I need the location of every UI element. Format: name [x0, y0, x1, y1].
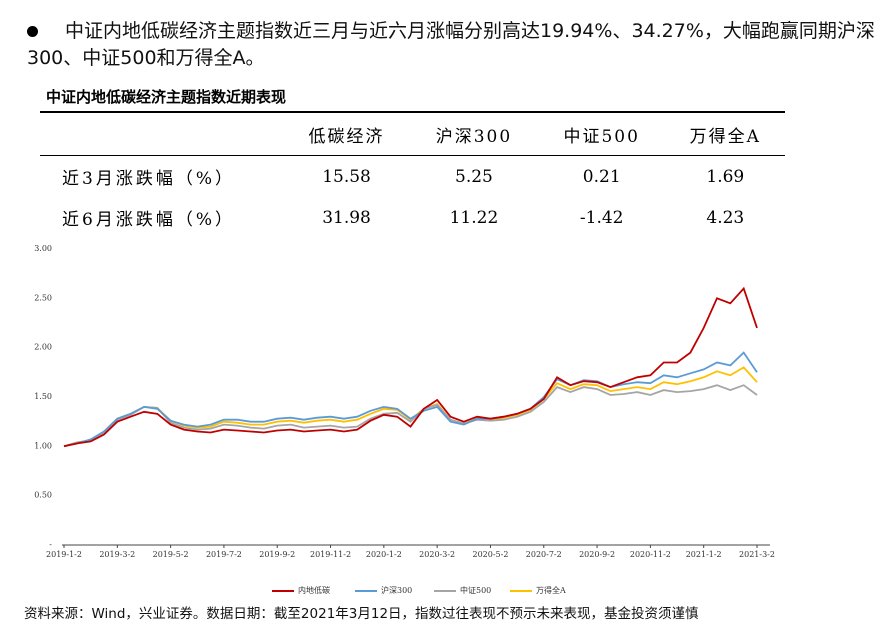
source: 资料来源：Wind，兴业证券。数据日期：截至2021年3月12日，指数过往表现不…	[24, 606, 699, 622]
y-tick-label: 2.00	[34, 343, 52, 352]
x-tick-label: 2019-3-2	[99, 550, 135, 559]
cell: 5.25	[455, 166, 493, 187]
cell: 4.23	[706, 207, 745, 228]
cell: 15.58	[322, 166, 371, 187]
column-header: 万得全A	[665, 111, 785, 156]
series-line	[63, 286, 758, 448]
legend-label: 内地低碳	[298, 585, 330, 595]
legend-label: 中证500	[460, 585, 491, 595]
legend-label: 万得全A	[536, 585, 566, 595]
x-tick-label: 2019-7-2	[206, 550, 242, 559]
y-tick-label: 2.50	[34, 293, 52, 302]
row-label: 近6月涨跌幅（%）	[62, 210, 235, 230]
x-tick-label: 2019-9-2	[259, 550, 295, 559]
series-line	[63, 351, 758, 448]
x-tick-label: 2021-3-2	[739, 550, 775, 559]
series-line	[63, 384, 758, 448]
bullet-dot	[27, 26, 38, 37]
x-tick-label: 2020-7-2	[526, 550, 562, 559]
cell: 11.22	[449, 207, 499, 228]
x-tick-label: 2021-1-2	[686, 550, 722, 559]
legend-label: 沪深300	[381, 585, 412, 595]
y-tick-label: 1.00	[34, 441, 52, 450]
y-tick-label: 1.50	[34, 392, 52, 401]
table-title: 中证内地低碳经济主题指数近期表现	[46, 88, 287, 106]
cell: 1.69	[706, 166, 745, 187]
column-header: 沪深300	[410, 111, 538, 156]
x-tick-label: 2019-11-2	[310, 550, 351, 559]
bullet-text: 中证内地低碳经济主题指数近三月与近六月涨幅分别高达19.94%、34.27%，大…	[27, 20, 875, 69]
corner	[40, 111, 283, 156]
x-tick-label: 2020-3-2	[419, 550, 455, 559]
cell: 0.21	[582, 166, 621, 187]
x-tick-label: 2020-11-2	[630, 550, 671, 559]
x-tick-label: 2019-5-2	[153, 550, 189, 559]
table-row: 近6月涨跌幅（%） 31.98 11.22 -1.42 4.23	[40, 197, 785, 238]
y-tick-label: 3.00	[34, 244, 52, 253]
x-tick-label: 2020-1-2	[366, 550, 402, 559]
x-tick-label: 2020-9-2	[579, 550, 615, 559]
y-tick-label: 0.50	[34, 491, 52, 500]
table: 低碳经济 沪深300 中证500 万得全A 近3月涨跌幅（%） 15.58 5.25 0.21…	[40, 111, 785, 238]
cell: 31.98	[322, 207, 371, 228]
chart: - 0.50 1.00 1.50 2.00 2.50 3.00 2019-1-2 2019-3-…	[34, 244, 775, 595]
series-line	[63, 366, 758, 448]
x-tick-label: 2019-1-2	[46, 550, 82, 559]
cell: -1.42	[579, 207, 624, 228]
row-label: 近3月涨跌幅（%）	[62, 169, 235, 189]
header-row: 低碳经济 沪深300 中证500 万得全A	[40, 111, 785, 156]
column-header: 中证500	[537, 111, 666, 156]
x-tick-label: 2020-5-2	[472, 550, 508, 559]
column-header: 低碳经济	[283, 111, 411, 156]
y-tick-label: -	[49, 540, 52, 549]
table-row: 近3月涨跌幅（%） 15.58 5.25 0.21 1.69	[40, 156, 785, 198]
